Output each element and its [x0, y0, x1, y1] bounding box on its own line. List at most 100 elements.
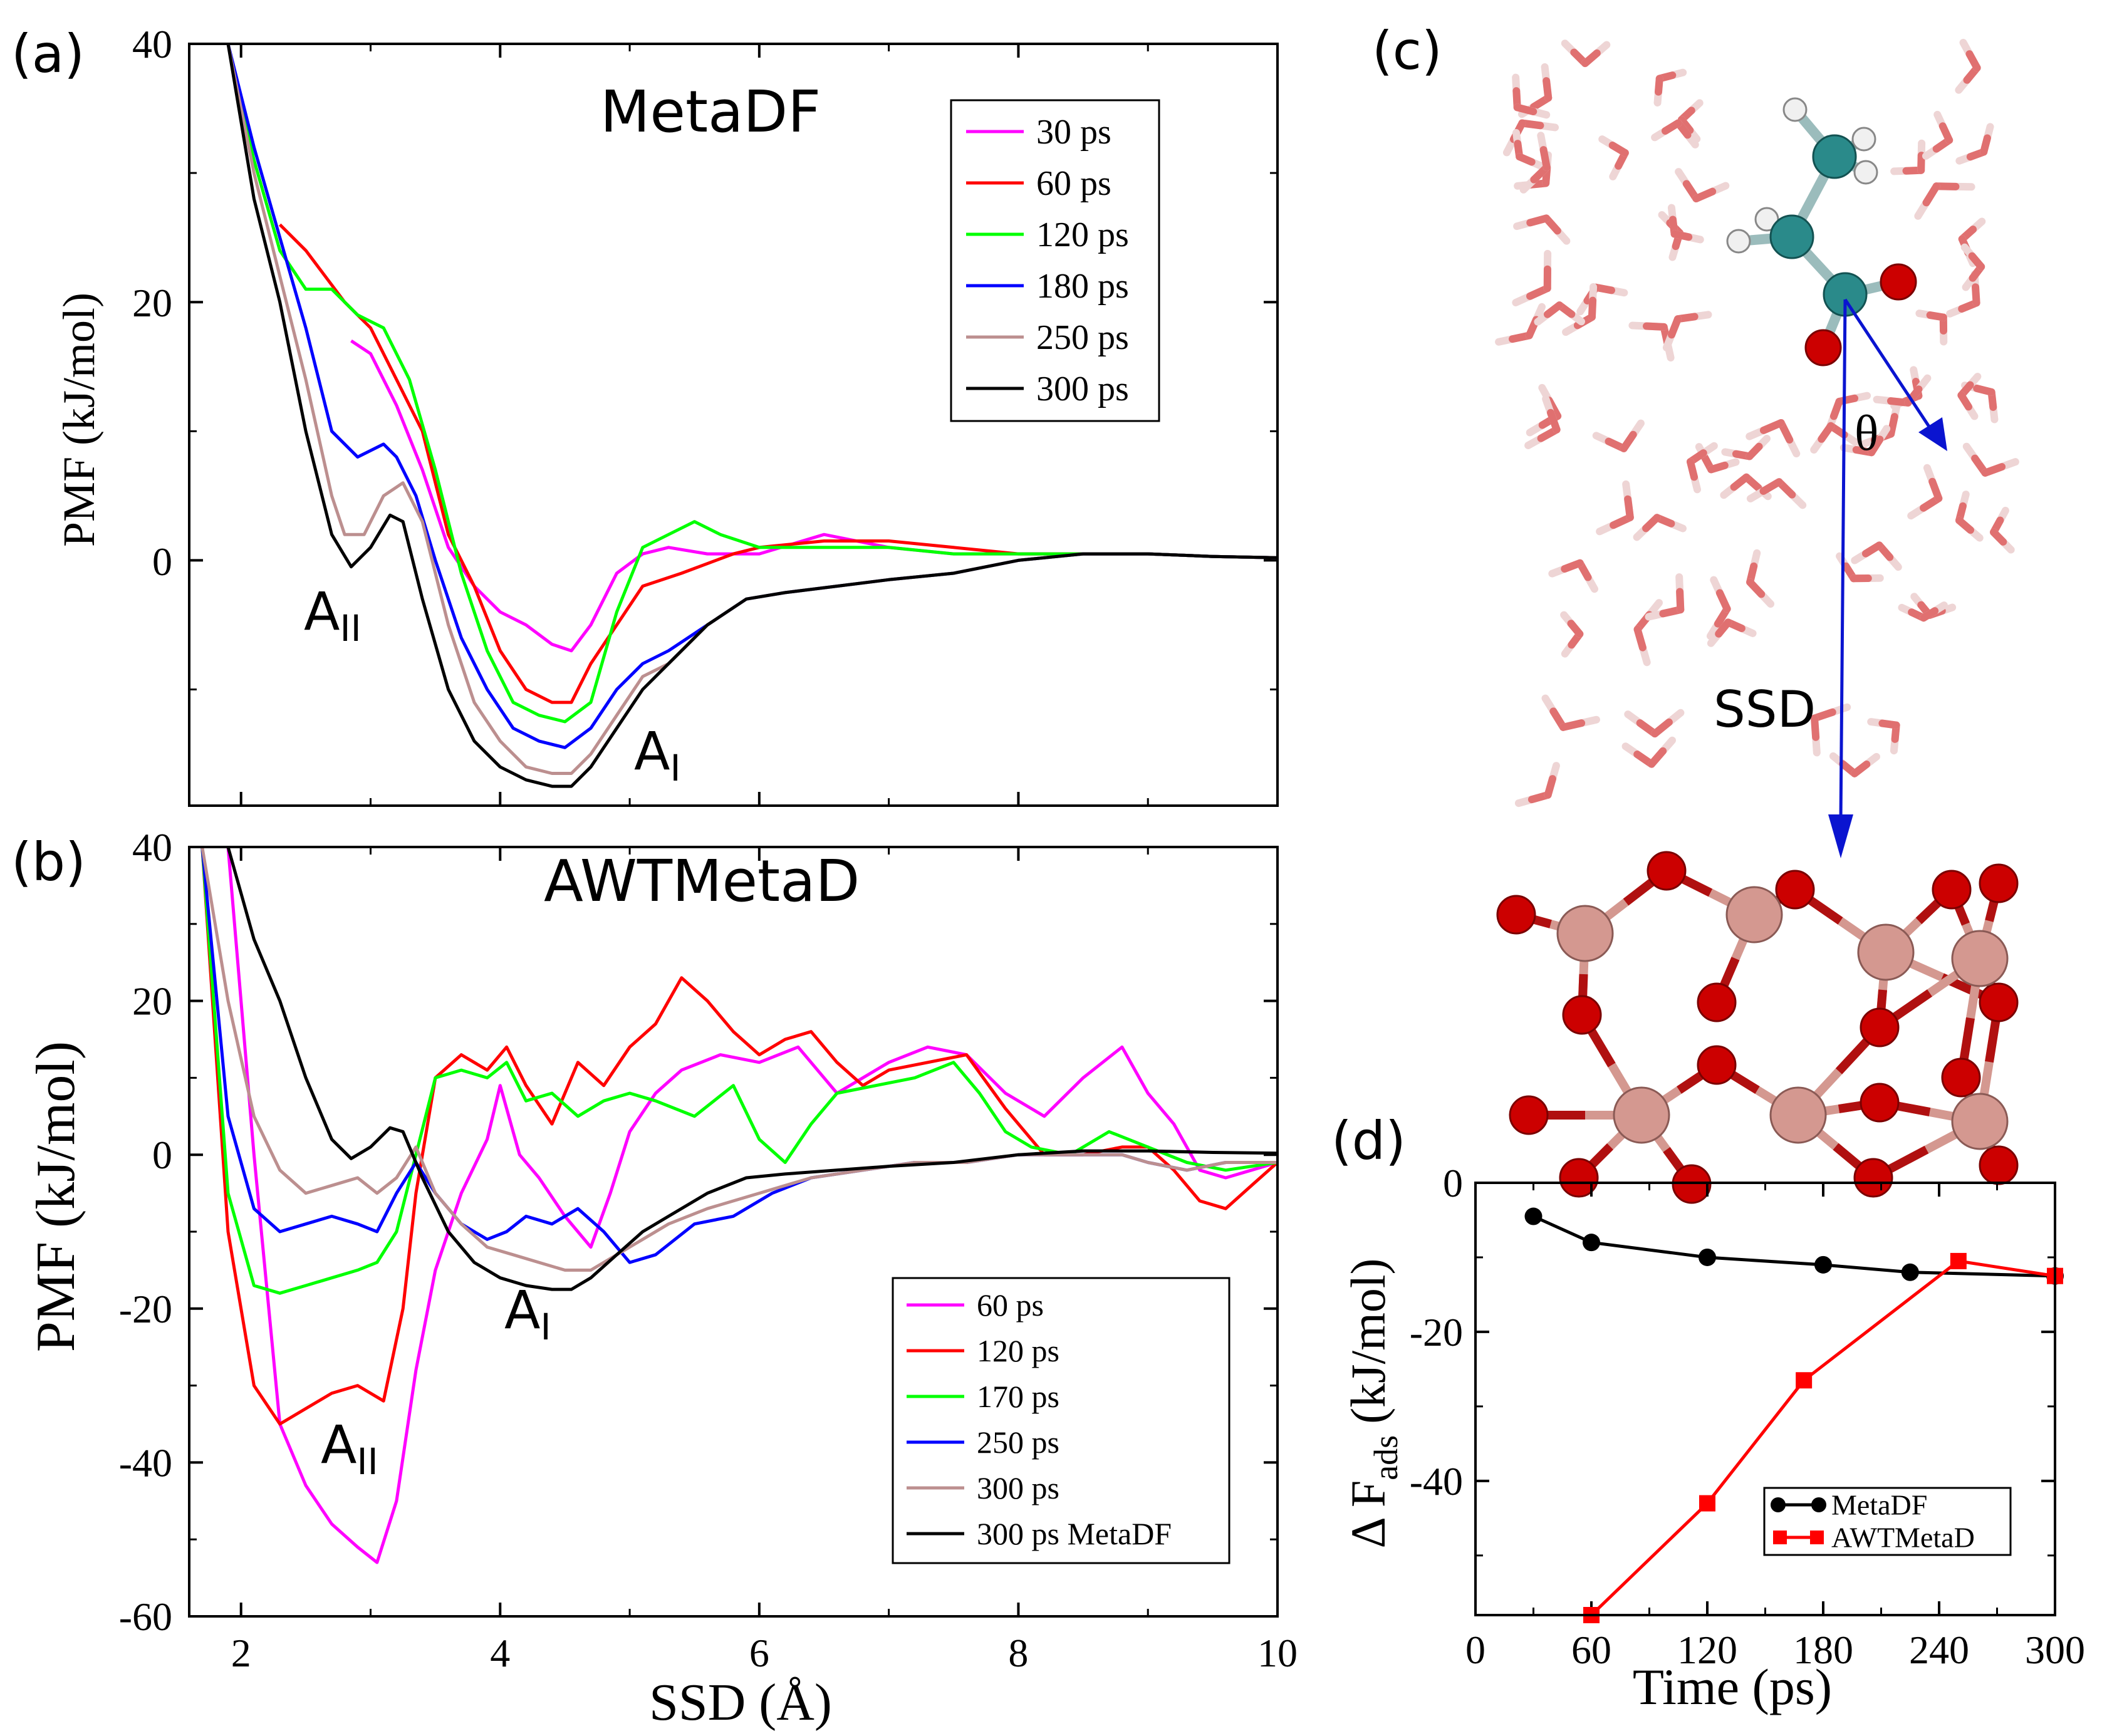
- x-tick-label: 4: [490, 1631, 510, 1675]
- o-segment: [1965, 50, 1981, 72]
- y-tick-label: 20: [132, 979, 172, 1024]
- x-tick-label: 2: [231, 1631, 251, 1675]
- panel-d-ylabel: Δ Fads(kJ/mol): [1341, 1258, 1405, 1548]
- data-point: [1699, 1248, 1716, 1266]
- panel-d-y-tick-labels: 0 -20 -40: [1410, 1161, 1463, 1504]
- panel-a: (a) MetaDF PMF (kJ/mol) 40 20 0 AII AI 3…: [11, 22, 1279, 807]
- annotation-a-i: AI: [634, 720, 681, 789]
- water-molecule: [1534, 301, 1585, 326]
- titanium-atom: [1951, 930, 2009, 987]
- legend-label: 300 ps: [1036, 370, 1129, 408]
- titanium-atom: [1725, 886, 1783, 943]
- data-point: [1699, 1495, 1715, 1512]
- water-molecule: [1746, 418, 1801, 458]
- legend-label: 120 ps: [977, 1333, 1059, 1368]
- oxygen-atom: [1775, 870, 1815, 910]
- o-segment: [1920, 607, 1939, 622]
- o-segment: [1868, 435, 1884, 457]
- water-molecule: [1512, 128, 1546, 170]
- water-molecule: [1907, 464, 1943, 520]
- x-tick-label: 300: [2025, 1628, 2085, 1672]
- o-segment: [1861, 541, 1883, 558]
- water-molecule: [1598, 135, 1629, 180]
- legend-box: [1763, 1487, 2012, 1556]
- water-molecule: [1746, 549, 1775, 608]
- legend-label: 180 ps: [1036, 267, 1129, 306]
- o-segment: [1759, 418, 1785, 434]
- oxygen-atom: [1880, 263, 1917, 301]
- o-segment: [1543, 77, 1553, 102]
- o-segment: [1648, 747, 1667, 768]
- o-segment: [1643, 322, 1668, 331]
- oxygen-atom: [1562, 995, 1602, 1035]
- hydrogen-atom: [1851, 127, 1876, 152]
- tio2-surface: [1496, 851, 2019, 1204]
- panel-b-xlabel: SSD (Å): [649, 1673, 832, 1732]
- data-point: [1814, 1255, 1832, 1274]
- water-molecule: [1512, 73, 1551, 119]
- legend-box: [892, 1277, 1231, 1564]
- o-segment: [1526, 214, 1551, 227]
- water-molecule: [1851, 541, 1902, 571]
- panel-b-letter: (b): [11, 831, 86, 893]
- panel-a-title: MetaDF: [600, 78, 821, 145]
- o-segment: [1926, 311, 1947, 321]
- legend-label: AWTMetaD: [1831, 1522, 1975, 1554]
- theta-label: θ: [1855, 406, 1878, 461]
- legend-label: 300 ps: [977, 1470, 1059, 1505]
- oxygen-atom: [1941, 1058, 1981, 1098]
- o-segment: [1544, 775, 1556, 799]
- theta-arrow-head: [1918, 417, 1947, 451]
- o-segment: [1516, 153, 1536, 166]
- panel-a-ylabel: PMF (kJ/mol): [54, 293, 104, 547]
- y-tick-label: 40: [132, 825, 172, 870]
- o-segment: [1715, 618, 1732, 638]
- panel-a-y-tick-labels: 40 20 0: [132, 22, 172, 584]
- annotation-b-i: AI: [504, 1279, 551, 1348]
- water-molecule: [1576, 283, 1628, 316]
- legend-label: MetaDF: [1831, 1489, 1927, 1521]
- o-segment: [1670, 230, 1693, 241]
- hydrogen-atom: [1853, 160, 1878, 185]
- water-molecule: [1662, 311, 1712, 351]
- o-segment: [1539, 146, 1551, 171]
- x-tick-label: 120: [1677, 1628, 1737, 1672]
- data-point: [1901, 1263, 1919, 1281]
- y-tick-label: -20: [1410, 1310, 1463, 1354]
- carbon-atom: [1812, 134, 1857, 179]
- series-line-3: [226, 44, 1277, 724]
- water-molecule: [1541, 694, 1600, 731]
- water-molecule: [1990, 506, 2015, 554]
- water-molecule: [1890, 139, 1926, 175]
- panel-a-frame: [188, 43, 1279, 807]
- y-tick-label: -60: [119, 1594, 172, 1639]
- y-tick-label: 40: [132, 22, 172, 66]
- water-molecule: [1596, 480, 1634, 536]
- water-molecule: [1675, 168, 1730, 203]
- o-segment: [1759, 478, 1783, 495]
- data-point: [1950, 1252, 1967, 1269]
- o-segment: [1559, 719, 1586, 731]
- water-molecules: [1495, 38, 2019, 808]
- o-segment: [1972, 283, 1980, 307]
- x-tick-label: 60: [1571, 1628, 1611, 1672]
- oxygen-atom: [1860, 1007, 1900, 1047]
- hydrogen-atom: [1754, 207, 1779, 232]
- water-molecule: [1695, 443, 1740, 474]
- water-molecule: [1720, 473, 1772, 501]
- o-segment: [1543, 301, 1564, 318]
- o-segment: [1567, 620, 1584, 638]
- water-molecule: [1512, 249, 1552, 306]
- o-segment: [1981, 463, 2006, 477]
- o-segment: [1938, 122, 1954, 144]
- series-line-3: [200, 847, 1277, 1295]
- water-molecule: [1667, 204, 1704, 244]
- water-molecule: [1524, 395, 1561, 450]
- water-molecule: [1955, 491, 1984, 542]
- o-segment: [1990, 528, 2007, 546]
- o-segment: [1715, 589, 1731, 613]
- o-segment: [1746, 442, 1763, 460]
- propanoate-molecule: [1726, 97, 1917, 366]
- y-tick-label: -40: [1410, 1459, 1463, 1504]
- legend-label: 300 ps MetaDF: [977, 1516, 1172, 1551]
